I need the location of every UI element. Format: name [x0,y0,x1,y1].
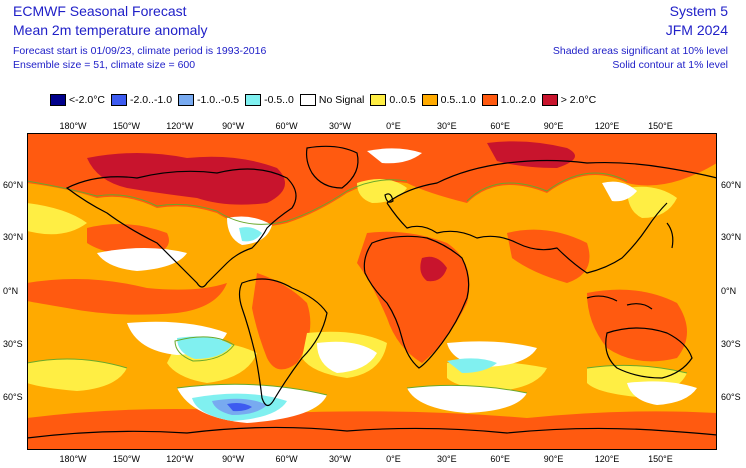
legend-swatch [481,94,498,106]
legend-item: 0..0.5 [370,93,416,107]
legend-swatch [111,94,128,106]
legend-label: 0..0.5 [389,94,416,106]
left-lat-tick: 60°S [3,392,23,402]
right-lat-tick: 30°N [721,232,742,242]
europe-asia-coast [386,159,717,274]
coastlines [27,145,717,439]
map-subtitle: Mean 2m temperature anomaly [13,22,208,38]
africa-coast [363,235,470,369]
top-lon-tick: 30°E [436,121,457,131]
top-lon-tick: 90°E [543,121,564,131]
legend-swatch [370,94,387,106]
left-lat-tick: 60°N [3,180,24,190]
left-lat-tick: 30°N [3,232,24,242]
legend-item: <-2.0°C [50,93,105,107]
bottom-lon-tick: 30°W [328,454,352,464]
bottom-lon-tick: 180°W [59,454,87,464]
top-lon-tick: 120°E [594,121,620,131]
top-lon-tick: 150°E [648,121,673,131]
ensemble-info: Ensemble size = 51, climate size = 600 [13,59,196,71]
legend-label: No Signal [318,94,365,106]
bottom-lon-tick: 90°W [222,454,245,464]
legend-label: 0.5..1.0 [440,94,476,106]
color-legend: <-2.0°C -2.0..-1.0 -1.0..-0.5 -0.5..0 No Sig… [50,93,596,107]
left-lat-tick: 30°S [3,339,23,349]
legend-label: -2.0..-1.0 [130,94,173,106]
legend-swatch [245,94,262,106]
right-lat-tick: 30°S [721,339,741,349]
australia-coast [605,327,693,379]
right-lat-tick: 60°S [721,392,741,402]
legend-swatch [421,94,438,106]
legend-label: -0.5..0 [264,94,294,106]
legend-swatch [299,94,316,106]
right-lat-tick: 60°N [721,180,742,190]
bottom-lon-tick: 120°E [594,454,620,464]
legend-item: No Signal [299,93,365,107]
legend-item: 1.0..2.0 [481,93,536,107]
bottom-lon-tick: 150°E [648,454,673,464]
top-lon-tick: 150°W [112,121,140,131]
south-america-coast [238,278,328,407]
legend-swatch [178,94,195,106]
legend-swatch [50,94,66,106]
legend-item: -2.0..-1.0 [111,93,172,107]
antarctica-coast [27,426,717,439]
indonesia-coast [586,295,653,310]
map-frame [27,133,717,450]
legend-label: > 2.0°C [560,94,597,106]
bottom-lon-tick: 60°E [490,454,510,464]
significance-contours [27,172,688,396]
top-lon-tick: 60°W [275,121,298,131]
system-label: System 5 [669,3,728,19]
top-lon-tick: 60°E [490,121,510,131]
bottom-lon-tick: 90°E [543,454,564,464]
significance-note: Shaded areas significant at 10% level [552,45,728,57]
top-lon-tick: 0°E [386,121,401,131]
forecast-info: Forecast start is 01/09/23, climate peri… [13,45,267,57]
period-label: JFM 2024 [665,22,728,38]
contour-note: Solid contour at 1% level [612,59,728,71]
top-lon-tick: 90°W [222,121,245,131]
legend-label: -1.0..-0.5 [197,94,240,106]
top-lon-tick: 30°W [328,121,352,131]
right-lat-tick: 0°N [721,286,737,296]
map-title: ECMWF Seasonal Forecast [13,3,187,19]
legend-item: > 2.0°C [541,93,597,107]
legend-label: <-2.0°C [69,94,106,106]
greenland-coast [305,145,359,189]
north-america-coast [65,168,297,288]
bottom-lon-tick: 150°W [112,454,140,464]
japan-coast [666,222,674,249]
top-lon-tick: 180°W [59,121,87,131]
legend-swatch [541,94,558,106]
top-lon-tick: 120°W [166,121,194,131]
bottom-lon-tick: 120°W [166,454,194,464]
bottom-lon-tick: 30°E [436,454,457,464]
anomaly-above-2 [87,141,575,282]
bottom-lon-tick: 0°E [386,454,401,464]
left-lat-tick: 0°N [3,286,19,296]
legend-item: 0.5..1.0 [421,93,476,107]
legend-label: 1.0..2.0 [500,94,536,106]
legend-item: -0.5..0 [245,93,294,107]
legend-item: -1.0..-0.5 [178,93,239,107]
uk-coast [384,193,394,203]
bottom-lon-tick: 60°W [275,454,298,464]
anomaly-map [27,133,717,450]
